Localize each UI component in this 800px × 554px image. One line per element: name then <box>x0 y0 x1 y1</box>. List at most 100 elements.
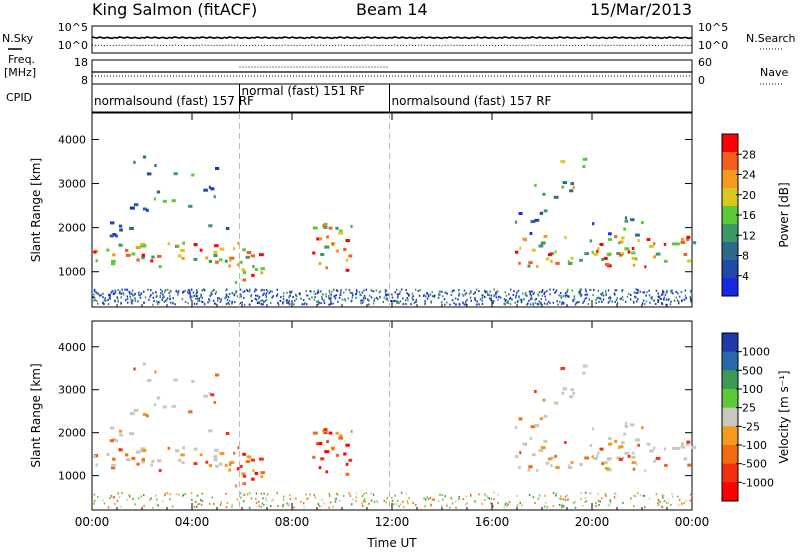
velocity-cell <box>683 501 685 504</box>
power-cell <box>462 302 464 305</box>
velocity-cell <box>177 458 182 462</box>
power-cell <box>94 299 96 302</box>
velocity-cell <box>646 442 651 446</box>
velocity-cell <box>125 453 129 457</box>
power-cell <box>631 247 635 250</box>
velocity-cell <box>544 494 546 497</box>
power-cell <box>193 302 196 305</box>
power-cell <box>616 252 621 255</box>
power-cell <box>458 292 460 295</box>
velocity-colorbar-tick-label: 25 <box>742 402 756 415</box>
velocity-cell <box>323 428 328 432</box>
velocity-cell <box>323 502 325 505</box>
power-cell <box>439 293 441 296</box>
velocity-cell <box>437 500 440 502</box>
velocity-cell <box>440 504 443 507</box>
power-cell <box>160 292 162 295</box>
velocity-cell <box>282 498 285 501</box>
power-cell <box>215 167 220 170</box>
power-cell <box>446 301 448 304</box>
cpid-segment-label: normalsound (fast) 157 RF <box>391 94 552 108</box>
power-cell <box>670 300 672 303</box>
velocity-cell <box>539 417 544 421</box>
power-cell <box>564 294 566 297</box>
power-cell <box>438 292 440 295</box>
power-cell <box>633 302 635 304</box>
power-cell <box>566 290 568 293</box>
velocity-cell <box>151 459 155 463</box>
power-cell <box>115 290 117 293</box>
velocity-cell <box>348 458 353 462</box>
velocity-cell <box>329 495 331 498</box>
velocity-cell <box>182 494 185 497</box>
power-cell <box>134 300 137 303</box>
power-cell <box>628 292 630 295</box>
power-cell <box>424 300 426 302</box>
power-cell <box>226 298 229 301</box>
power-cell <box>553 195 559 199</box>
power-cell <box>482 294 484 297</box>
velocity-cell <box>261 502 264 505</box>
power-cell <box>304 301 306 304</box>
velocity-cell <box>245 460 250 464</box>
power-cell <box>649 301 651 304</box>
power-cell <box>543 293 545 295</box>
power-cell <box>294 299 296 302</box>
power-cell <box>522 292 524 295</box>
power-cell <box>155 291 157 294</box>
power-cell <box>193 243 198 247</box>
velocity-cell <box>623 432 627 436</box>
power-cell <box>536 303 539 305</box>
velocity-cell <box>349 494 352 497</box>
power-cell <box>201 289 204 292</box>
power-cell <box>228 264 231 268</box>
power-cell <box>168 292 170 295</box>
power-cell <box>621 236 625 240</box>
power-cell <box>203 288 205 291</box>
velocity-cell <box>550 456 554 460</box>
velocity-cell <box>635 461 638 465</box>
velocity-cell <box>146 378 152 382</box>
power-cell <box>219 247 225 251</box>
power-cell <box>636 288 639 291</box>
velocity-cell <box>260 471 265 475</box>
power-cell <box>678 295 681 298</box>
velocity-ylabel: Slant Range [km] <box>29 363 43 467</box>
power-cell <box>282 295 285 298</box>
power-cell <box>561 185 565 189</box>
velocity-cell <box>514 455 519 459</box>
velocity-cell <box>266 493 269 496</box>
power-cell <box>648 294 651 297</box>
power-cell <box>184 300 187 303</box>
power-cell <box>488 294 490 297</box>
power-cell <box>689 296 691 299</box>
power-cell <box>311 296 313 299</box>
velocity-cell <box>675 447 680 450</box>
power-cell <box>527 302 529 305</box>
power-cell <box>157 254 162 258</box>
power-cell <box>543 302 546 305</box>
velocity-cell <box>595 505 597 507</box>
power-cell <box>478 290 480 292</box>
velocity-cell <box>141 460 145 464</box>
power-cell <box>321 295 323 298</box>
xtick-label: 08:00 <box>275 515 310 529</box>
power-cell <box>493 288 495 291</box>
velocity-cell <box>582 505 584 507</box>
velocity-cell <box>644 506 646 509</box>
power-cell <box>534 183 537 187</box>
velocity-cell <box>136 462 140 466</box>
power-cell <box>642 291 644 294</box>
velocity-cell <box>519 451 522 455</box>
velocity-colorbar-swatch <box>722 370 738 390</box>
power-cell <box>600 298 602 301</box>
power-cell <box>201 296 204 299</box>
power-cell <box>621 295 624 298</box>
power-cell <box>615 289 618 292</box>
power-cell <box>344 299 347 302</box>
power-cell <box>367 298 369 301</box>
power-cell <box>445 291 447 294</box>
power-cell <box>129 206 135 210</box>
velocity-cell <box>584 501 586 503</box>
velocity-cell <box>361 504 364 507</box>
